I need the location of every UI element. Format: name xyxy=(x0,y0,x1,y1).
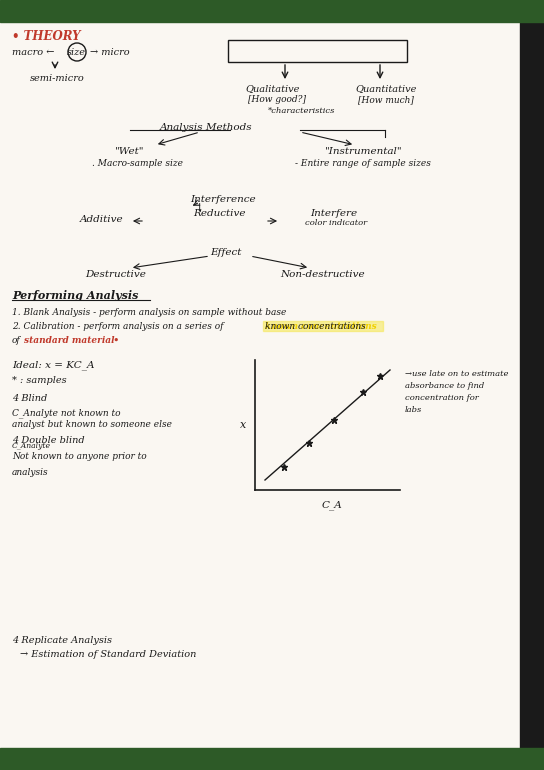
Text: C_A: C_A xyxy=(322,500,343,510)
Text: analysis: analysis xyxy=(12,468,48,477)
Text: 2. Calibration - perform analysis on a series of: 2. Calibration - perform analysis on a s… xyxy=(12,322,224,331)
Text: [How much]: [How much] xyxy=(358,95,414,104)
Text: C_Analyte not known to: C_Analyte not known to xyxy=(12,408,121,417)
Text: find more resources at oneclass.com: find more resources at oneclass.com xyxy=(310,3,439,9)
Text: C_Analyte: C_Analyte xyxy=(12,442,51,450)
Text: known concentrations: known concentrations xyxy=(265,322,366,331)
Bar xyxy=(520,22,544,770)
Text: macro ←: macro ← xyxy=(12,48,54,57)
Text: labs: labs xyxy=(405,406,422,414)
Text: 4 Blind: 4 Blind xyxy=(12,394,47,403)
Text: standard material: standard material xyxy=(24,336,114,345)
Bar xyxy=(0,0,544,22)
Text: Additive: Additive xyxy=(80,215,123,224)
Text: OneClass: OneClass xyxy=(4,750,69,763)
Text: semi-micro: semi-micro xyxy=(30,74,85,83)
Text: •: • xyxy=(112,336,119,346)
Text: Analysis Methods: Analysis Methods xyxy=(160,123,252,132)
Text: - Entire range of sample sizes: - Entire range of sample sizes xyxy=(295,159,431,168)
Text: OneClass: OneClass xyxy=(4,3,69,16)
Text: *characteristics: *characteristics xyxy=(268,107,335,115)
Text: → micro: → micro xyxy=(90,48,129,57)
Text: Reductive: Reductive xyxy=(193,209,245,218)
Text: Performing Analysis: Performing Analysis xyxy=(12,290,138,301)
Text: Interference: Interference xyxy=(190,195,256,204)
Text: "Wet": "Wet" xyxy=(115,147,145,156)
Text: [How good?]: [How good?] xyxy=(248,95,306,104)
Text: Ideal: x = KC_A: Ideal: x = KC_A xyxy=(12,360,95,370)
Text: find more: find more xyxy=(200,750,233,756)
Text: Destructive: Destructive xyxy=(85,270,146,279)
Text: "Instrumental": "Instrumental" xyxy=(325,147,403,156)
Text: methods of determination: methods of determination xyxy=(235,44,363,53)
Bar xyxy=(0,748,544,770)
FancyBboxPatch shape xyxy=(228,40,407,62)
Text: concentration for: concentration for xyxy=(405,394,479,402)
Text: Qualitative: Qualitative xyxy=(245,84,299,93)
Text: Not known to anyone prior to: Not known to anyone prior to xyxy=(12,452,147,461)
Bar xyxy=(263,321,383,331)
Text: MODULE 1:   INTRODUCTION: MODULE 1: INTRODUCTION xyxy=(85,2,283,15)
Text: Quantitative: Quantitative xyxy=(355,84,416,93)
Text: size: size xyxy=(67,48,86,57)
Text: analyst but known to someone else: analyst but known to someone else xyxy=(12,420,172,429)
Text: Scanned by CamScanner: Scanned by CamScanner xyxy=(230,750,356,759)
Text: of: of xyxy=(12,336,21,345)
Text: Non-destructive: Non-destructive xyxy=(280,270,364,279)
Text: Interfere: Interfere xyxy=(310,209,357,218)
Text: 4 Double blind: 4 Double blind xyxy=(12,436,85,445)
Text: • THEORY: • THEORY xyxy=(12,30,81,43)
Text: * : samples: * : samples xyxy=(12,376,66,385)
Text: . Macro-sample size: . Macro-sample size xyxy=(92,159,183,168)
Text: color indicator: color indicator xyxy=(305,219,367,227)
Text: known concentrations: known concentrations xyxy=(265,322,377,331)
Text: ↓: ↓ xyxy=(195,204,205,214)
Text: 4 Replicate Analysis: 4 Replicate Analysis xyxy=(12,636,112,645)
Text: → Estimation of Standard Deviation: → Estimation of Standard Deviation xyxy=(20,650,196,659)
Text: resources at oneclass.com: resources at oneclass.com xyxy=(390,750,483,756)
Text: Effect: Effect xyxy=(210,248,242,257)
Text: x: x xyxy=(240,420,246,430)
Text: absorbance to find: absorbance to find xyxy=(405,382,484,390)
Text: 1. Blank Analysis - perform analysis on sample without base: 1. Blank Analysis - perform analysis on … xyxy=(12,308,286,317)
Text: →use late on to estimate: →use late on to estimate xyxy=(405,370,509,378)
